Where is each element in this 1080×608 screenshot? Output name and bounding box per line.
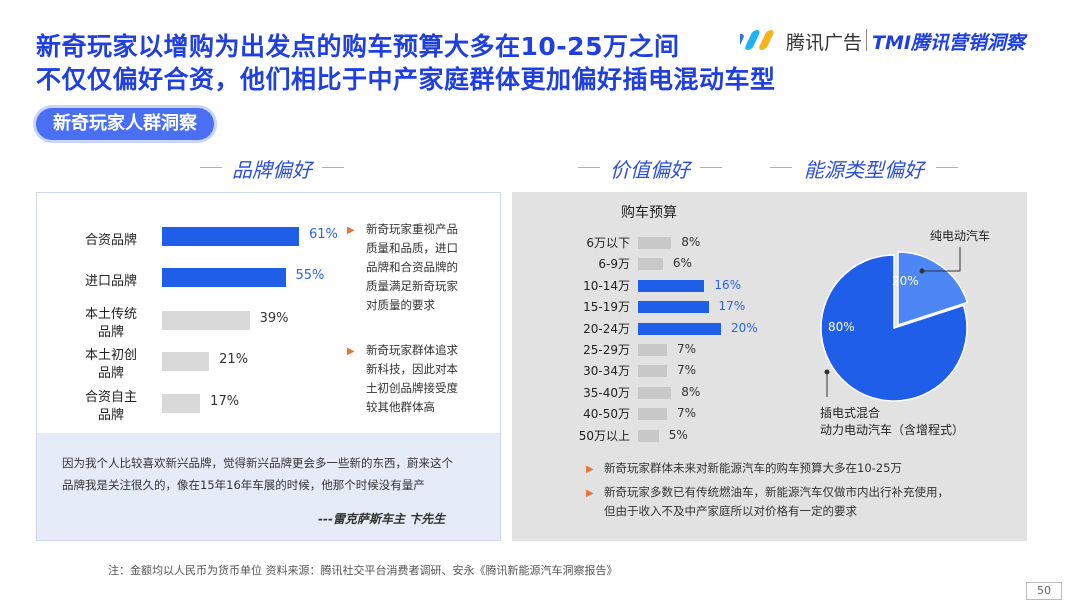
budget-bar — [638, 365, 668, 378]
budget-category-label: 25-29万 — [583, 343, 630, 357]
note-arrow-icon: ▶ — [586, 488, 594, 499]
budget-category-label: 40-50万 — [583, 407, 630, 422]
quote-box — [37, 433, 500, 540]
brand-category-label: 合资品牌 — [84, 233, 137, 248]
quote-author: ---雷克萨斯车主 卞先生 — [318, 512, 446, 526]
customer-quote: 因为我个人比较喜欢新兴品牌，觉得新兴品牌更会多一些新的东西，蔚来这个 品牌我是关… — [62, 456, 453, 492]
footer-source: 注：金额均以人民币为货币单位 资料来源：腾讯社交平台消费者调研、安永《腾讯新能源… — [108, 564, 618, 577]
section-line — [936, 167, 958, 168]
pie-slice-phev — [820, 254, 968, 402]
budget-category-label: 15-19万 — [583, 300, 630, 315]
section-title-brand: 品牌偏好 — [232, 158, 312, 182]
brand-note-2: 新奇玩家群体追求 新科技，因此对本 土初创品牌接受度 较其他群体高 — [366, 343, 458, 414]
brand-value-label: 39% — [259, 311, 289, 326]
section-line — [200, 167, 222, 168]
brand-bar — [162, 394, 201, 413]
budget-value-label: 7% — [677, 363, 697, 378]
legend-phev: 插电式混合 动力电动汽车（含增程式） — [820, 406, 965, 437]
logo-separator — [866, 29, 867, 51]
section-tag: 新奇玩家人群洞察 — [36, 108, 214, 140]
budget-category-label: 6-9万 — [598, 257, 630, 272]
brand-category-label: 本土初创 品牌 — [84, 348, 137, 381]
section-line — [578, 167, 600, 168]
budget-bar — [638, 408, 668, 421]
section-line — [322, 167, 344, 168]
energy-type-pie-chart: 20% 80% — [820, 247, 969, 402]
budget-category-label: 30-34万 — [583, 364, 630, 379]
budget-bar — [638, 386, 672, 399]
budget-bar — [638, 279, 705, 292]
bev-leader-dot — [919, 268, 925, 274]
budget-category-label: 6万以下 — [586, 236, 630, 250]
budget-category-label: 20-24万 — [583, 321, 630, 336]
brand-value-label: 21% — [219, 352, 249, 367]
budget-bar — [638, 237, 672, 249]
budget-category-label: 50万以上 — [578, 428, 630, 443]
page-title-line1: 新奇玩家以增购为出发点的购车预算大多在10-25万之间 — [36, 32, 680, 61]
note-arrow-icon: ▶ — [347, 346, 355, 357]
brand-bar — [162, 311, 250, 330]
phev-leader-dot — [824, 369, 830, 375]
brand-category-label: 合资自主 品牌 — [84, 390, 137, 423]
legend-bev: 纯电动汽车 — [930, 229, 991, 243]
pie-slice-bev — [897, 251, 969, 327]
budget-bar — [638, 429, 659, 442]
logo-brand-tmi: TMI腾讯营销洞察 — [872, 32, 1025, 54]
brand-category-label: 进口品牌 — [84, 274, 137, 289]
brand-note-1: 新奇玩家重视产品 质量和品质，进口 品牌和合资品牌的 质量满足新奇玩家 对质量的要求 — [366, 222, 458, 312]
page-title-line2: 不仅仅偏好合资，他们相比于中产家庭群体更加偏好插电混动车型 — [36, 65, 776, 94]
budget-bar — [638, 258, 663, 271]
budget-value-label: 6% — [672, 256, 692, 271]
budget-value-label: 7% — [677, 342, 697, 356]
brand-value-label: 17% — [210, 394, 240, 409]
budget-category-label: 35-40万 — [583, 385, 630, 400]
budget-value-label: 5% — [668, 427, 688, 442]
brand-bar — [162, 227, 299, 246]
budget-value-label: 8% — [681, 235, 701, 249]
brand-bar — [162, 352, 210, 371]
budget-bar — [638, 301, 709, 314]
page-number: 50 — [1026, 582, 1062, 600]
section-title-energy: 能源类型偏好 — [804, 158, 924, 182]
brand-value-label: 55% — [295, 268, 325, 283]
note-arrow-icon: ▶ — [347, 225, 355, 236]
budget-bar — [638, 322, 721, 335]
budget-value-label: 17% — [718, 299, 746, 314]
budget-value-label: 16% — [714, 277, 742, 292]
pie-label-phev: 80% — [828, 320, 855, 334]
brand-value-label: 61% — [309, 227, 338, 242]
budget-value-label: 20% — [731, 320, 758, 335]
section-line — [770, 167, 792, 168]
brand-category-label: 本土传统 品牌 — [84, 307, 137, 340]
brand-bar — [162, 268, 286, 287]
bev-leader-line — [922, 247, 961, 272]
budget-value-label: 7% — [677, 406, 697, 421]
value-note-1: 新奇玩家群体未来对新能源汽车的购车预算大多在10-25万 — [604, 461, 902, 475]
budget-chart-title: 购车预算 — [621, 205, 677, 221]
pie-label-bev: 20% — [892, 274, 919, 288]
value-note-2: 新奇玩家多数已有传统燃油车，新能源汽车仅做市内出行补充使用， 但由于收入不及中产… — [604, 485, 949, 518]
tencent-ads-logo-icon — [740, 30, 774, 52]
section-title-value: 价值偏好 — [610, 158, 690, 182]
logo-brand-tencent-ads: 腾讯广告 — [786, 32, 863, 54]
section-line — [700, 167, 722, 168]
budget-bar — [638, 344, 668, 356]
note-arrow-icon: ▶ — [586, 464, 594, 475]
budget-value-label: 8% — [681, 384, 701, 399]
budget-category-label: 10-14万 — [583, 278, 630, 293]
